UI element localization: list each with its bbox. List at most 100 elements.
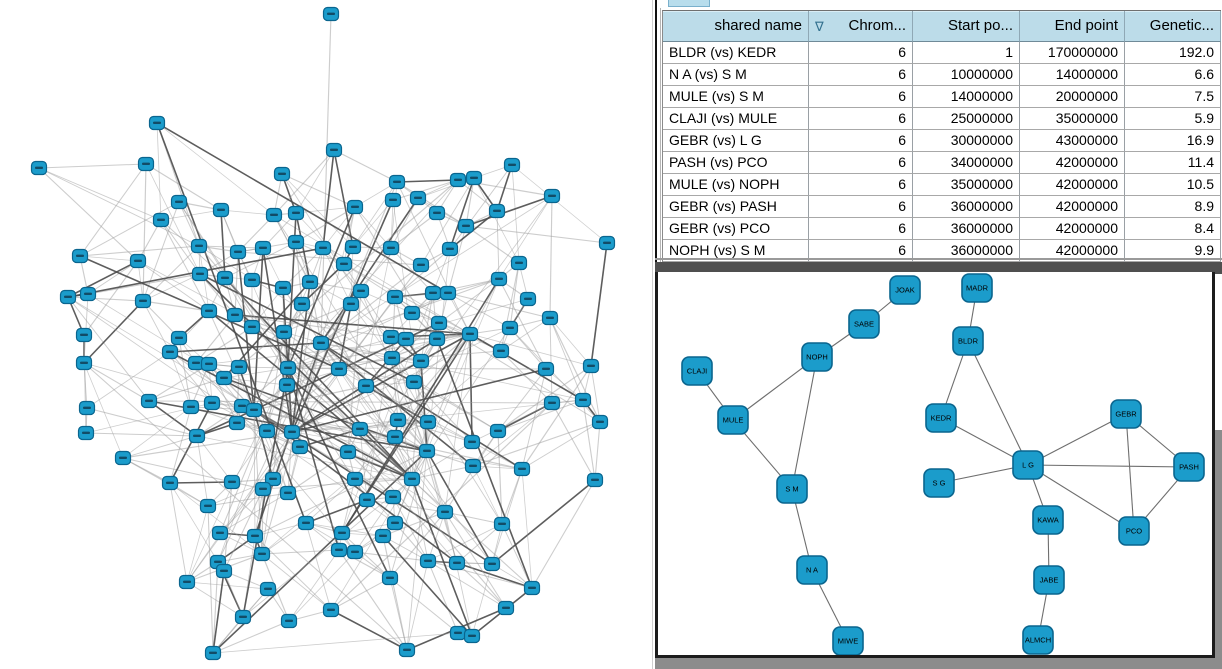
network-edge[interactable] [169,482,188,583]
network-edge[interactable] [491,479,596,565]
network-node[interactable] [280,613,298,629]
network-node-bldr[interactable]: BLDR [952,326,984,356]
network-edge[interactable] [444,511,473,637]
network-node[interactable] [79,286,97,302]
network-edge[interactable] [549,317,553,404]
network-edge[interactable] [195,314,236,364]
network-node[interactable] [200,303,218,319]
network-edge[interactable] [438,278,500,324]
network-edge[interactable] [67,260,139,298]
network-edge[interactable] [426,278,500,452]
network-edge[interactable] [148,400,198,437]
network-edge[interactable] [287,206,356,369]
network-node[interactable] [203,395,221,411]
network-edge[interactable] [38,167,139,262]
network-node[interactable] [254,481,272,497]
network-edge[interactable] [301,303,428,452]
network-edge[interactable] [178,201,368,501]
network-edge[interactable] [142,273,201,302]
network-node[interactable] [59,289,77,305]
network-edge[interactable] [305,478,356,524]
network-edge[interactable] [500,317,551,352]
network-edge[interactable] [366,499,446,513]
network-node[interactable] [275,324,293,340]
network-node[interactable] [140,393,158,409]
network-edge[interactable] [549,317,592,367]
network-edge[interactable] [413,381,428,452]
network-edge[interactable] [501,523,533,589]
network-edge[interactable] [509,262,520,329]
network-node[interactable] [245,402,263,418]
network-edge[interactable] [394,248,451,298]
network-edge[interactable] [449,164,513,250]
network-edge[interactable] [288,551,356,622]
network-node[interactable] [226,307,244,323]
network-edge[interactable] [142,245,200,302]
network-edge[interactable] [320,195,553,344]
network-node[interactable] [287,205,305,221]
network-node[interactable] [386,515,404,531]
network-edge[interactable] [83,260,139,336]
network-edge[interactable] [38,167,200,247]
network-node[interactable] [543,395,561,411]
table-row[interactable]: BLDR (vs) KEDR 6 1 170000000 192.0 [663,42,1221,64]
network-edge[interactable] [354,496,394,553]
network-node[interactable] [388,174,406,190]
network-edge[interactable] [234,314,407,340]
network-edge[interactable] [1027,464,1135,532]
network-node[interactable] [492,343,510,359]
network-edge[interactable] [238,179,459,368]
network-node[interactable] [483,556,501,572]
network-edge[interactable] [394,296,601,423]
network-node[interactable] [358,492,376,508]
network-edge[interactable] [472,465,503,525]
network-node[interactable] [346,471,364,487]
network-node[interactable] [397,331,415,347]
network-edge[interactable] [79,255,139,262]
network-edge[interactable] [497,399,584,432]
network-node[interactable] [346,544,364,560]
network-edge[interactable] [196,405,243,437]
network-edge[interactable] [238,366,255,411]
network-edge[interactable] [471,402,553,443]
network-edge[interactable] [212,632,459,654]
network-edge[interactable] [186,581,269,590]
network-edge[interactable] [305,499,368,524]
network-node[interactable] [188,428,206,444]
network-edge[interactable] [320,197,419,344]
network-node[interactable] [148,115,166,131]
network-edge[interactable] [156,122,275,216]
network-node[interactable] [330,542,348,558]
network-node[interactable] [301,274,319,290]
network-edge[interactable] [426,450,493,565]
network-edge[interactable] [343,263,471,335]
network-node-s-g[interactable]: S G [923,468,955,498]
network-edge[interactable] [142,163,147,302]
network-node-l-g[interactable]: L G [1012,450,1044,480]
network-edge[interactable] [142,300,210,312]
network-node[interactable] [501,320,519,336]
network-node[interactable] [243,272,261,288]
network-edge[interactable] [207,492,289,507]
network-edge[interactable] [549,317,584,401]
network-edge[interactable] [473,177,520,264]
network-node[interactable] [383,350,401,366]
network-node[interactable] [71,248,89,264]
network-edge[interactable] [444,333,471,513]
network-node[interactable] [490,271,508,287]
network-node[interactable] [322,602,340,618]
network-edge[interactable] [472,402,553,467]
network-edge[interactable] [511,164,608,244]
network-edge[interactable] [469,333,584,401]
network-node-pco[interactable]: PCO [1118,516,1150,546]
network-node[interactable] [200,356,218,372]
network-edge[interactable] [360,290,392,338]
column-header-genetic[interactable]: Genetic... [1125,11,1221,42]
network-edge[interactable] [79,245,200,257]
network-edge[interactable] [411,465,474,480]
network-node[interactable] [259,581,277,597]
network-edge[interactable] [86,407,198,437]
network-node[interactable] [190,238,208,254]
network-edge[interactable] [83,362,124,459]
network-edge[interactable] [521,365,592,470]
